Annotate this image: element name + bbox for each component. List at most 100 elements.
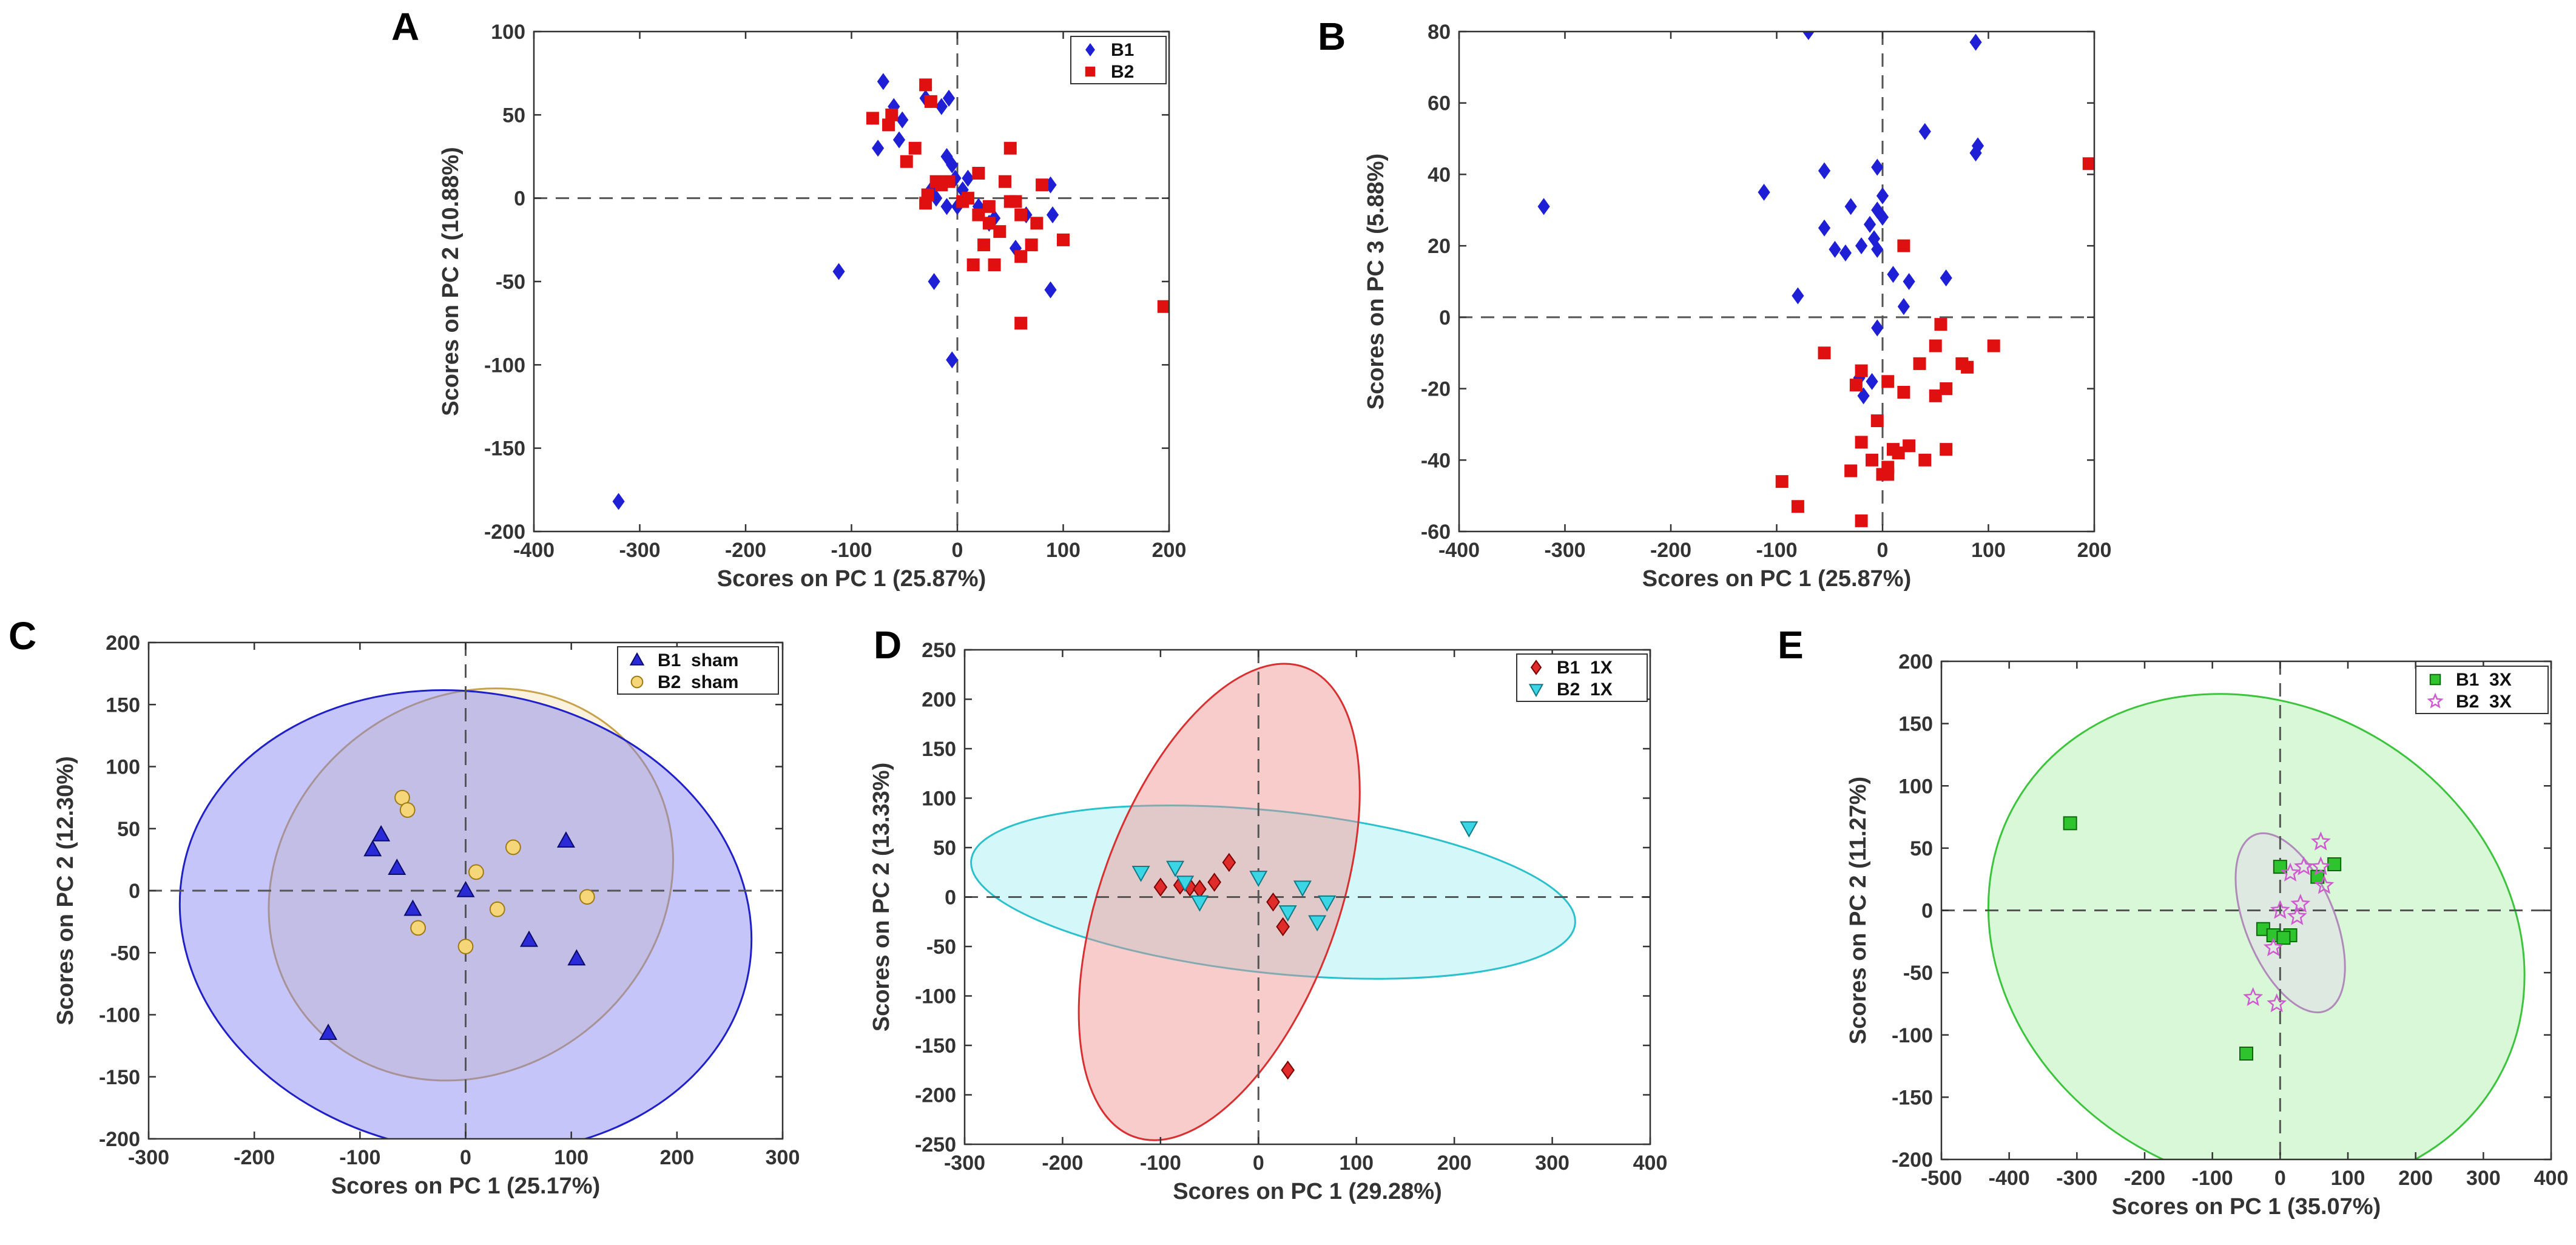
panel-letter: C <box>8 614 36 658</box>
legend-label: B2 3X <box>2456 692 2512 712</box>
y-tick-label: -40 <box>1421 449 1451 472</box>
data-point <box>319 1024 338 1040</box>
data-point <box>2276 931 2291 945</box>
x-tick-label: 0 <box>952 539 963 562</box>
data-point <box>977 238 991 252</box>
legend-marker <box>630 675 644 689</box>
y-tick-label: -20 <box>1421 378 1451 401</box>
data-point <box>961 192 974 205</box>
y-tick-label: 250 <box>922 639 956 662</box>
data-point <box>1887 266 1900 283</box>
y-tick-label: 200 <box>922 689 956 712</box>
data-point <box>946 156 959 174</box>
x-tick-label: 200 <box>1437 1152 1472 1175</box>
series-b1-sham <box>319 825 586 1040</box>
y-tick-label: -100 <box>915 985 956 1008</box>
data-point <box>410 920 427 936</box>
data-point <box>1014 208 1028 221</box>
legend-label: B2 <box>1111 62 1134 82</box>
data-point <box>1876 468 1889 481</box>
data-point <box>1903 439 1916 453</box>
legend-marker <box>2429 673 2441 686</box>
data-point <box>1131 865 1150 882</box>
data-point <box>372 825 391 842</box>
data-point <box>1871 319 1884 337</box>
series-b2 <box>866 78 1169 330</box>
x-axis-label: Scores on PC 1 (29.28%) <box>1173 1179 1442 1204</box>
data-point <box>2310 856 2331 876</box>
x-tick-label: -200 <box>2124 1167 2165 1190</box>
panel-c: -300 -200 -100 0 100 200 300-200-150-100-50050… <box>8 614 800 1199</box>
data-point <box>1829 241 1841 258</box>
x-tick-label: -300 <box>128 1146 169 1169</box>
x-tick-label: 0 <box>1877 539 1889 562</box>
data-point <box>1278 905 1297 922</box>
data-point <box>2314 875 2335 894</box>
plot-area <box>534 32 1169 531</box>
x-tick-label: -200 <box>725 539 766 562</box>
panel-d: -300 -200 -100 0 100 200 300 400 -250 -200 -150 -10… <box>869 623 1667 1204</box>
data-point <box>885 108 899 121</box>
x-tick-label: 300 <box>1535 1152 1570 1175</box>
y-tick-label: 100 <box>922 788 956 811</box>
data-point <box>1030 217 1044 230</box>
x-tick-label: 300 <box>2466 1167 2501 1190</box>
x-tick-label: -300 <box>1544 539 1585 562</box>
data-point <box>1036 178 1049 192</box>
legend-marker <box>629 652 645 666</box>
y-tick-label: -50 <box>926 936 956 959</box>
y-tick-label: 100 <box>106 756 140 779</box>
y-tick-label: 0 <box>1921 900 1933 923</box>
x-tick-label: -200 <box>1042 1152 1083 1175</box>
panel-e: -500 -400 -300 -200 -100 0 100 200 300 400-200-15… <box>1778 623 2568 1220</box>
y-tick-label: -60 <box>1421 521 1451 544</box>
data-point <box>2263 937 2284 957</box>
data-point <box>1897 298 1910 315</box>
data-point <box>1934 318 1947 331</box>
data-point <box>2273 860 2287 874</box>
data-point <box>1863 215 1876 233</box>
data-point <box>1818 346 1831 360</box>
x-axis-label: Scores on PC 1 (25.17%) <box>331 1173 601 1199</box>
y-tick-label: 200 <box>106 632 140 655</box>
data-point <box>556 831 575 848</box>
data-point <box>896 111 909 129</box>
data-point <box>1537 198 1550 215</box>
data-point <box>940 198 953 215</box>
data-point <box>505 839 521 855</box>
x-tick-label: -100 <box>1140 1152 1181 1175</box>
x-tick-label: 0 <box>460 1146 471 1169</box>
series-b2-3x <box>2243 831 2335 1013</box>
data-point <box>1014 250 1028 263</box>
y-tick-label: -50 <box>110 942 140 965</box>
data-point <box>456 880 475 897</box>
data-point <box>1276 917 1290 937</box>
data-point <box>1961 360 1974 374</box>
data-point <box>972 166 985 180</box>
confidence-ellipse-b2-1x <box>970 805 1576 980</box>
y-axis-label: Scores on PC 2 (10.88%) <box>438 147 464 416</box>
y-tick-label: 50 <box>1910 837 1933 860</box>
data-point <box>1003 141 1017 155</box>
y-tick-label: 50 <box>502 104 525 127</box>
data-point <box>919 197 932 210</box>
data-point <box>993 225 1006 238</box>
data-point <box>1818 219 1831 237</box>
data-point <box>892 131 906 149</box>
series-b2-1x <box>1131 821 1479 932</box>
y-axis-label: Scores on PC 2 (13.33%) <box>869 763 894 1032</box>
y-axis-label: Scores on PC 2 (12.30%) <box>53 756 78 1025</box>
data-point <box>1009 195 1022 208</box>
y-tick-label: 100 <box>491 21 525 44</box>
data-point <box>2310 869 2325 884</box>
y-tick-label: -100 <box>99 1004 140 1027</box>
data-point <box>1157 300 1169 313</box>
y-tick-label: -200 <box>99 1128 140 1151</box>
data-point <box>1758 183 1770 201</box>
confidence-ellipse-b2-sham <box>268 687 674 1082</box>
x-tick-label: 0 <box>1253 1152 1264 1175</box>
data-point <box>2270 900 2290 919</box>
legend-label: B1 1X <box>1557 658 1613 678</box>
